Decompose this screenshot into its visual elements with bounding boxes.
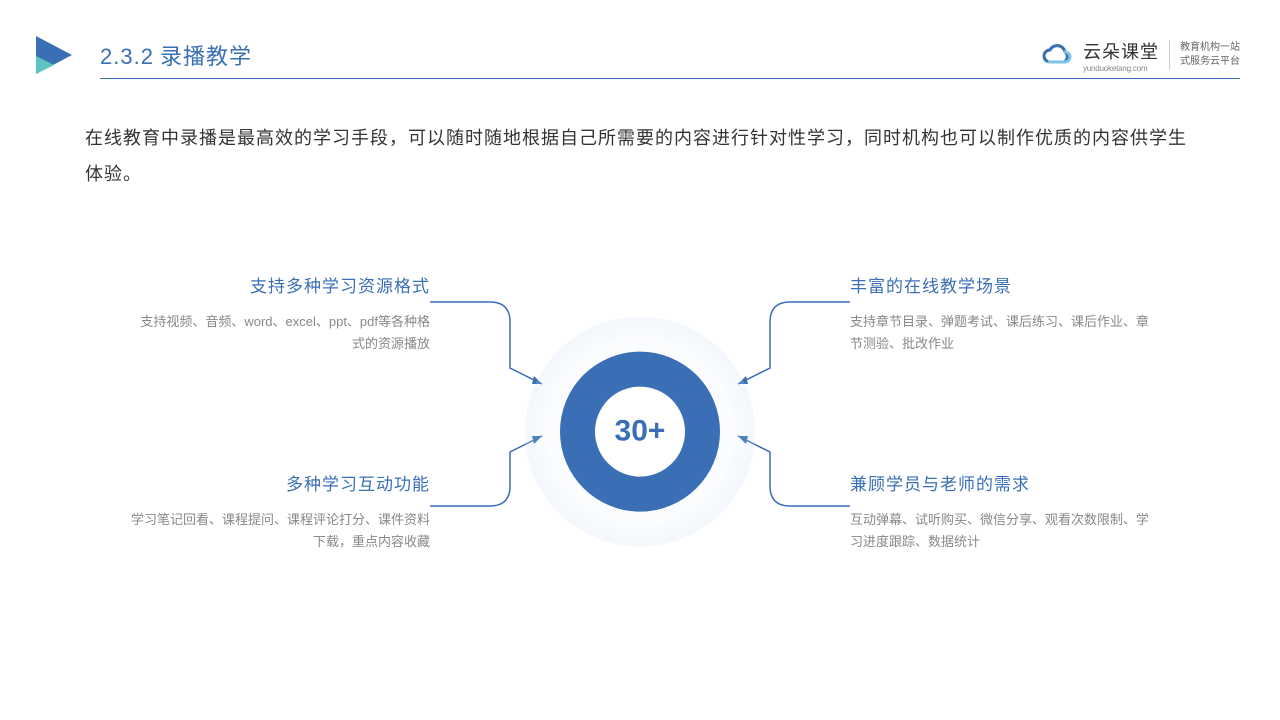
feature-title: 兼顾学员与老师的需求 bbox=[850, 470, 1150, 495]
title-block: 2.3.2录播教学 bbox=[0, 30, 252, 80]
feature-diagram: 30+ 支持多种学习资源格式 支持视频、音频、word、excel、ppt、pd… bbox=[0, 260, 1280, 640]
logo-block: 云朵课堂 yunduoketang.com 教育机构一站 式服务云平台 bbox=[1039, 38, 1240, 73]
play-icon bbox=[30, 30, 80, 80]
feature-top-right: 丰富的在线教学场景 支持章节目录、弹题考试、课后练习、课后作业、章节测验、批改作… bbox=[850, 272, 1150, 355]
logo-brand: 云朵课堂 bbox=[1083, 38, 1159, 64]
feature-bottom-left: 多种学习互动功能 学习笔记回看、课程提问、课程评论打分、课件资料下载，重点内容收… bbox=[130, 470, 430, 553]
center-circle: 30+ bbox=[525, 317, 755, 547]
feature-title: 丰富的在线教学场景 bbox=[850, 272, 1150, 297]
section-title-text: 录播教学 bbox=[160, 44, 252, 69]
section-number: 2.3.2 bbox=[100, 44, 154, 69]
logo-divider bbox=[1169, 40, 1170, 70]
section-title: 2.3.2录播教学 bbox=[100, 39, 252, 71]
logo-domain: yunduoketang.com bbox=[1083, 64, 1159, 73]
feature-bottom-right: 兼顾学员与老师的需求 互动弹幕、试听购买、微信分享、观看次数限制、学习进度跟踪、… bbox=[850, 470, 1150, 553]
ring-inner: 30+ bbox=[595, 387, 685, 477]
center-label: 30+ bbox=[615, 415, 666, 449]
logo-tagline-line1: 教育机构一站 bbox=[1180, 41, 1240, 55]
intro-paragraph: 在线教育中录播是最高效的学习手段，可以随时随地根据自己所需要的内容进行针对性学习… bbox=[85, 120, 1195, 192]
logo-tagline-line2: 式服务云平台 bbox=[1180, 55, 1240, 69]
feature-title: 支持多种学习资源格式 bbox=[130, 272, 430, 297]
feature-desc: 互动弹幕、试听购买、微信分享、观看次数限制、学习进度跟踪、数据统计 bbox=[850, 509, 1150, 553]
feature-title: 多种学习互动功能 bbox=[130, 470, 430, 495]
logo-text: 云朵课堂 yunduoketang.com bbox=[1083, 38, 1159, 73]
feature-desc: 支持章节目录、弹题考试、课后练习、课后作业、章节测验、批改作业 bbox=[850, 311, 1150, 355]
feature-top-left: 支持多种学习资源格式 支持视频、音频、word、excel、ppt、pdf等各种… bbox=[130, 272, 430, 355]
title-underline bbox=[100, 78, 1240, 79]
feature-desc: 学习笔记回看、课程提问、课程评论打分、课件资料下载，重点内容收藏 bbox=[130, 509, 430, 553]
feature-desc: 支持视频、音频、word、excel、ppt、pdf等各种格式的资源播放 bbox=[130, 311, 430, 355]
slide-header: 2.3.2录播教学 云朵课堂 yunduoketang.com 教育机构一站 式… bbox=[0, 30, 1280, 80]
logo-tagline: 教育机构一站 式服务云平台 bbox=[1180, 41, 1240, 69]
cloud-icon bbox=[1039, 42, 1073, 68]
